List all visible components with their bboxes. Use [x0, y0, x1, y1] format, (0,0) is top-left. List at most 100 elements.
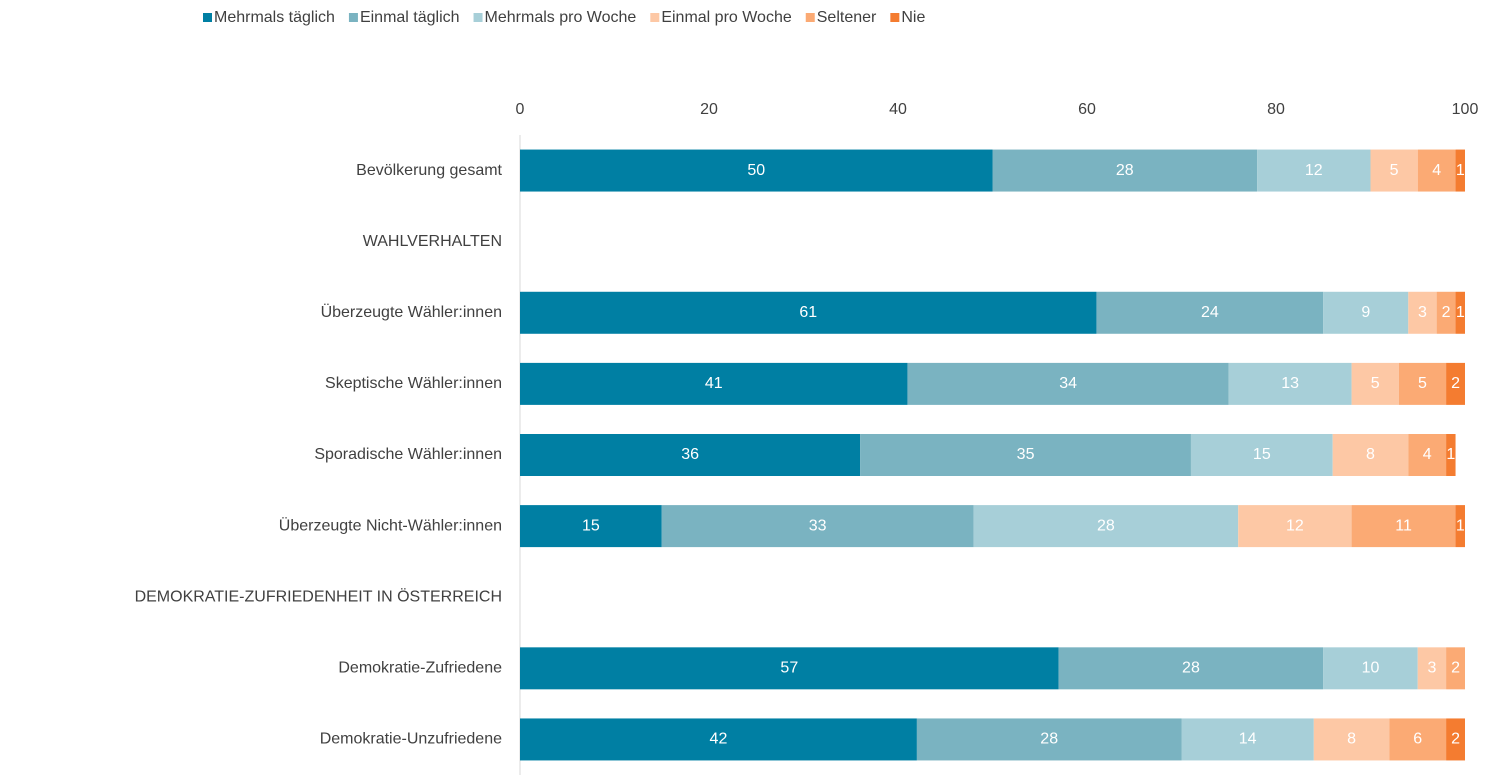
- category-label: DEMOKRATIE-ZUFRIEDENHEIT IN ÖSTERREICH: [135, 587, 502, 605]
- bar-segment: [1455, 505, 1465, 548]
- bar-segment: [1417, 647, 1447, 690]
- legend-swatch: [473, 13, 483, 22]
- category-label: Skeptische Wähler:innen: [325, 375, 502, 392]
- category-label: Bevölkerung gesamt: [356, 162, 502, 179]
- bar-segment: [1417, 149, 1456, 192]
- category-label: Demokratie-Unzufriedene: [320, 731, 502, 748]
- bar-segment: [1323, 291, 1409, 334]
- value-label: 24: [1201, 304, 1219, 321]
- bar-segment: [1446, 647, 1465, 690]
- value-label: 36: [681, 446, 699, 463]
- value-label: 42: [710, 731, 728, 748]
- value-label: 3: [1427, 660, 1436, 677]
- value-label: 3: [1418, 304, 1427, 321]
- category-label: Sporadische Wähler:innen: [314, 446, 502, 463]
- legend-label: Einmal täglich: [360, 9, 460, 26]
- bar-segment: [520, 362, 908, 405]
- value-label: 12: [1305, 162, 1323, 179]
- bar-segment: [1389, 718, 1447, 761]
- value-label: 4: [1423, 446, 1432, 463]
- bar-segment: [1058, 647, 1324, 690]
- bar-segment: [520, 291, 1097, 334]
- value-label: 5: [1371, 375, 1380, 392]
- bar-segment: [1351, 505, 1456, 548]
- bar-segment: [1181, 718, 1314, 761]
- category-label: Demokratie-Zufriedene: [338, 660, 502, 677]
- x-tick-label: 100: [1452, 101, 1479, 118]
- value-label: 2: [1451, 660, 1460, 677]
- value-label: 1: [1456, 162, 1465, 179]
- bar-segment: [860, 434, 1191, 476]
- bar-segment: [520, 505, 662, 548]
- category-label: Überzeugte Wähler:innen: [321, 303, 502, 321]
- bar-segment: [1455, 291, 1465, 334]
- legend-swatch: [890, 13, 900, 22]
- value-label: 1: [1456, 304, 1465, 321]
- x-tick-label: 20: [700, 101, 718, 118]
- bar-segment: [907, 362, 1229, 405]
- value-label: 1: [1446, 446, 1455, 463]
- value-label: 5: [1418, 375, 1427, 392]
- bar-segment: [1446, 362, 1465, 405]
- legend-label: Einmal pro Woche: [661, 9, 792, 26]
- value-label: 1: [1456, 517, 1465, 534]
- bar-segment: [520, 647, 1059, 690]
- bar-segment: [1408, 434, 1447, 476]
- value-label: 6: [1413, 731, 1422, 748]
- bar-segment: [1096, 291, 1324, 334]
- bar-segment: [1190, 434, 1333, 476]
- category-label: Überzeugte Nicht-Wähler:innen: [279, 516, 502, 534]
- bar-segment: [661, 505, 974, 548]
- bar-segment: [1436, 291, 1456, 334]
- bar-segment: [520, 434, 861, 476]
- bar-segment: [973, 505, 1239, 548]
- value-label: 28: [1040, 731, 1058, 748]
- value-label: 28: [1116, 162, 1134, 179]
- x-tick-label: 40: [889, 101, 907, 118]
- value-label: 34: [1059, 375, 1077, 392]
- bar-segment: [1238, 505, 1352, 548]
- value-label: 9: [1361, 304, 1370, 321]
- value-label: 2: [1442, 304, 1451, 321]
- bar-segment: [520, 718, 917, 761]
- value-label: 14: [1239, 731, 1257, 748]
- bar-segment: [1323, 647, 1418, 690]
- value-label: 15: [1253, 446, 1271, 463]
- bar-segment: [1398, 362, 1447, 405]
- bar-segment: [520, 149, 993, 192]
- legend-label: Nie: [901, 9, 925, 26]
- value-label: 61: [799, 304, 817, 321]
- bar-segment: [1408, 291, 1437, 334]
- value-label: 2: [1451, 731, 1460, 748]
- value-label: 41: [705, 375, 723, 392]
- bar-segment: [1455, 149, 1465, 192]
- bar-segment: [1257, 149, 1371, 192]
- value-label: 2: [1451, 375, 1460, 392]
- value-label: 28: [1097, 517, 1115, 534]
- value-label: 15: [582, 517, 600, 534]
- value-label: 5: [1390, 162, 1399, 179]
- bar-segment: [992, 149, 1258, 192]
- value-label: 35: [1017, 446, 1035, 463]
- legend-swatch: [348, 13, 358, 22]
- legend-label: Seltener: [817, 9, 877, 26]
- x-tick-label: 80: [1267, 101, 1285, 118]
- value-label: 12: [1286, 517, 1304, 534]
- value-label: 33: [809, 517, 827, 534]
- legend-label: Mehrmals pro Woche: [485, 9, 637, 26]
- bar-segment: [1370, 149, 1418, 192]
- value-label: 13: [1281, 375, 1299, 392]
- legend-swatch: [203, 13, 212, 22]
- value-label: 4: [1432, 162, 1441, 179]
- bar-segment: [1332, 434, 1409, 476]
- value-label: 8: [1366, 446, 1375, 463]
- bar-segment: [1446, 718, 1465, 761]
- legend-label: Mehrmals täglich: [214, 9, 335, 26]
- value-label: 57: [780, 660, 798, 677]
- value-label: 50: [747, 162, 765, 179]
- value-label: 11: [1395, 517, 1412, 534]
- category-label: WAHLVERHALTEN: [363, 233, 502, 250]
- bar-segment: [1351, 362, 1399, 405]
- bar-segment: [1446, 434, 1456, 476]
